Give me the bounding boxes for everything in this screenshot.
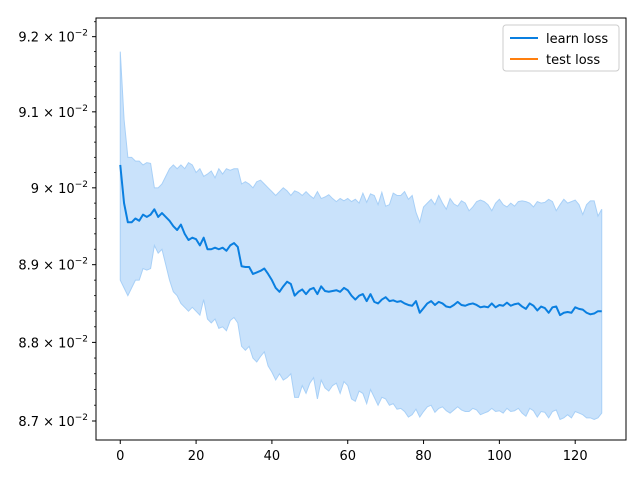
y-tick-label: 9.1 × 10−2 [18, 104, 88, 121]
series-lines-layer [119, 164, 602, 317]
learn-loss-band-layer [119, 51, 603, 421]
y-tick-label: 8.7 × 10−2 [18, 413, 88, 430]
x-tick-label: 0 [116, 449, 124, 464]
x-tick-label: 60 [339, 449, 356, 464]
x-axis-ticks: 0 20 40 60 80 100 120 [116, 440, 588, 464]
learn-loss-line [119, 164, 602, 317]
learn-loss-confidence-band [119, 51, 603, 421]
y-tick-label: 8.8 × 10−2 [18, 334, 88, 351]
y-axis-ticks: 8.7 × 10−2 8.8 × 10−2 8.9 × 10−2 9 × 10−2 9.… [18, 21, 96, 430]
legend-label-learn-loss: learn loss [546, 32, 608, 47]
y-tick-label: 8.9 × 10−2 [18, 257, 88, 274]
y-tick-label: 9.2 × 10−2 [18, 29, 88, 46]
x-tick-label: 100 [487, 449, 512, 464]
y-tick-label: 9 × 10−2 [31, 180, 88, 197]
x-tick-label: 40 [264, 449, 281, 464]
axes-frame [95, 17, 627, 441]
x-tick-label: 120 [563, 449, 588, 464]
x-tick-label: 80 [415, 449, 432, 464]
legend-label-test-loss: test loss [546, 53, 600, 68]
legend: learn loss test loss [502, 24, 620, 72]
x-tick-label: 20 [188, 449, 205, 464]
